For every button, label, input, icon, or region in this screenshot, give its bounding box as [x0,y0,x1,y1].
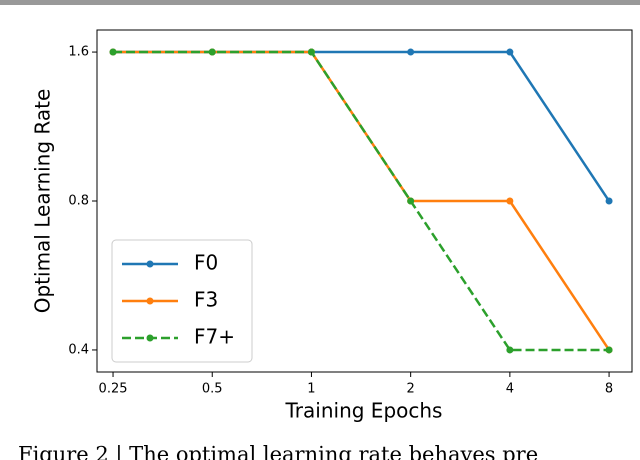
legend-marker [146,297,154,305]
point [208,48,216,56]
point [605,197,613,205]
point [109,48,117,56]
top-bar [0,0,640,5]
x-tick-label: 0.25 [99,382,128,397]
legend-label: F7+ [194,325,235,349]
x-tick-label: 4 [506,382,514,397]
point [407,48,415,56]
x-tick-label: 2 [407,382,415,397]
point [407,197,415,205]
point [506,346,514,354]
x-tick-label: 1 [307,382,315,397]
y-tick-label: 0.8 [68,194,89,209]
x-axis-label: Training Epochs [285,399,443,423]
x-tick-label: 8 [605,382,613,397]
series-line [113,50,610,352]
point [307,48,315,56]
legend-label: F3 [194,288,218,312]
y-tick-label: 1.6 [68,45,89,60]
point [506,48,514,56]
x-tick-label: 0.5 [202,382,223,397]
legend-box [111,239,253,363]
point [506,197,514,205]
y-axis-label: Optimal Learning Rate [31,89,55,314]
point [605,346,613,354]
legend-label: F0 [194,251,218,275]
y-tick-label: 0.4 [68,342,89,357]
caption: Figure 2 | The optimal learning rate beh… [18,443,538,460]
legend-marker [146,334,154,342]
legend-marker [146,260,154,268]
